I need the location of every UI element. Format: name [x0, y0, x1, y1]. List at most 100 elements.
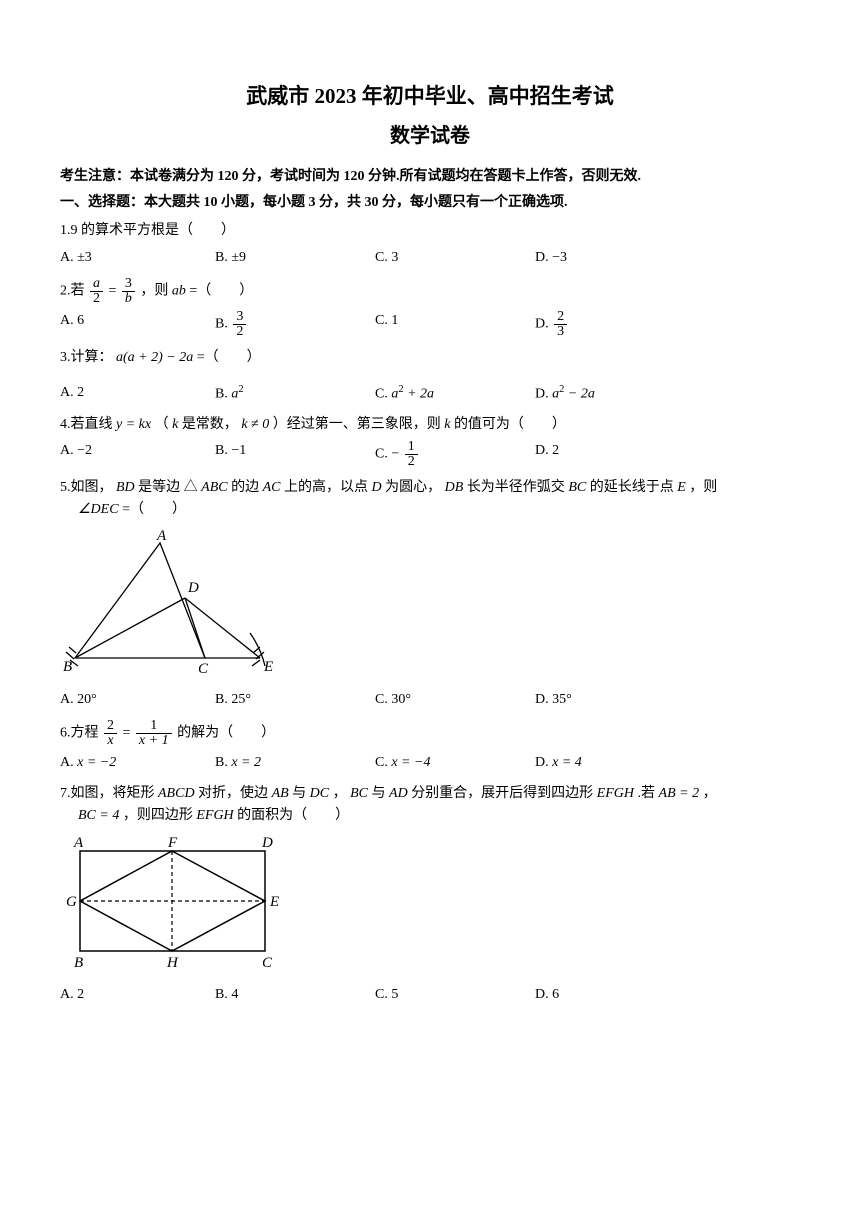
q3-b-sup: 2 [238, 384, 243, 395]
q5-bd: BD [116, 480, 135, 495]
q5-figure: A B C D E [60, 528, 280, 683]
q4-mid3: ）经过第一、第三象限，则 [273, 417, 445, 432]
q2-d-num: 2 [554, 310, 567, 325]
q6-prefix: 6.方程 [60, 726, 102, 741]
q4-cond: k ≠ 0 [241, 417, 269, 432]
q6-d-pre: D. [535, 755, 552, 770]
q4-k: k [172, 417, 178, 432]
exam-notice: 考生注意：本试卷满分为 120 分，考试时间为 120 分钟.所有试题均在答题卡… [60, 166, 800, 188]
q4-text: 4.若直线 y = kx （ k 是常数， k ≠ 0 ）经过第一、第三象限，则… [60, 414, 800, 436]
q7-t1: 对折，使边 [198, 786, 272, 801]
q5-db: DB [445, 480, 464, 495]
q4-mid2: 是常数， [182, 417, 238, 432]
q7-label-e: E [269, 894, 279, 910]
q7-text: 7.如图，将矩形 ABCD 对折，使边 AB 与 DC ， BC 与 AD 分别… [60, 783, 800, 828]
q6-lden: x [104, 734, 117, 748]
q7-label-h: H [166, 955, 179, 971]
q2-b-den: 2 [233, 325, 246, 339]
q7-t5: 分别重合，展开后得到四边形 [411, 786, 597, 801]
q3-opt-a: A. 2 [60, 382, 215, 406]
q2-rhs-num: 3 [122, 277, 135, 292]
q6-lnum: 2 [104, 719, 117, 734]
q2-eq-sign: = [109, 284, 120, 299]
q6-rfrac: 1 x + 1 [136, 719, 172, 748]
q5-ang: ∠DEC [78, 502, 119, 517]
q2-mid: ，则 [140, 284, 172, 299]
q7-options: A. 2 B. 4 C. 5 D. 6 [60, 984, 800, 1006]
q7-label-f: F [167, 835, 178, 851]
q4-prefix: 4.若直线 [60, 417, 116, 432]
q7-opt-b: B. 4 [215, 984, 375, 1006]
q5-d: D [372, 480, 382, 495]
q7-t2: 与 [292, 786, 310, 801]
q7-opt-d: D. 6 [535, 984, 559, 1006]
q7-l1-pre: 7.如图，将矩形 [60, 786, 158, 801]
q5-e: E [677, 480, 686, 495]
q2-lhs-den: 2 [90, 292, 103, 306]
q6-c-pre: C. [375, 755, 391, 770]
q3-expr: a(a + 2) − 2a [116, 350, 193, 365]
q3-c-pre: C. [375, 386, 391, 401]
q5-opt-b: B. 25° [215, 689, 375, 711]
q5-options: A. 20° B. 25° C. 30° D. 35° [60, 689, 800, 711]
q2-lhs-num: a [90, 277, 103, 292]
q1-opt-a: A. ±3 [60, 247, 215, 269]
q3-opt-b: B. a2 [215, 382, 375, 406]
q7-eq2: BC = 4 [78, 808, 119, 823]
q2-b-num: 3 [233, 310, 246, 325]
q5-opt-a: A. 20° [60, 689, 215, 711]
q7-ab: AB [272, 786, 289, 801]
q1-options: A. ±3 B. ±9 C. 3 D. −3 [60, 247, 800, 269]
q3-d-pre: D. [535, 386, 552, 401]
q7-abcd: ABCD [158, 786, 195, 801]
q3-b-pre: B. [215, 386, 231, 401]
q5-t4: 为圆心， [385, 480, 441, 495]
q2-opt-d: D. 2 3 [535, 310, 569, 339]
q7-efgh2: EFGH [196, 808, 233, 823]
q2-opt-b: B. 3 2 [215, 310, 375, 339]
q7-ad: AD [389, 786, 408, 801]
q3-opt-d: D. a2 − 2a [535, 382, 595, 406]
q2-opt-a: A. 6 [60, 310, 215, 339]
q4-c-num: 1 [405, 440, 418, 455]
q7-label-g: G [66, 894, 77, 910]
q5-opt-c: C. 30° [375, 689, 535, 711]
q3-c-e2: + 2a [404, 386, 434, 401]
q3-opt-c: C. a2 + 2a [375, 382, 535, 406]
q5-bc: BC [568, 480, 586, 495]
q7-figure: A F D G E B H C [60, 833, 285, 978]
q2-var: ab [172, 284, 186, 299]
q6-b-expr: x = 2 [231, 755, 261, 770]
q2-d-frac: 2 3 [554, 310, 567, 339]
q7-line2: BC = 4 ，则四边形 EFGH 的面积为（ ） [78, 808, 349, 823]
q4-opt-a: A. −2 [60, 440, 215, 469]
q4-k2: k [444, 417, 450, 432]
q2-d-den: 3 [554, 325, 567, 339]
q5-t6: 的延长线于点 [590, 480, 678, 495]
q3-prefix: 3.计算： [60, 350, 113, 365]
q6-b-pre: B. [215, 755, 231, 770]
q7-label-d: D [261, 835, 273, 851]
q2-text: 2.若 a 2 = 3 b ，则 ab =（ ） [60, 277, 800, 306]
q5-l1-pre: 5.如图， [60, 480, 113, 495]
q6-a-pre: A. [60, 755, 77, 770]
q1-opt-b: B. ±9 [215, 247, 375, 269]
q6-opt-b: B. x = 2 [215, 752, 375, 774]
q5-label-a: A [156, 528, 167, 544]
q5-ac: AC [263, 480, 281, 495]
q1-text: 1.9 的算术平方根是（ ） [60, 220, 800, 242]
q7-label-b: B [74, 955, 83, 971]
q7-t4: 与 [372, 786, 390, 801]
q2-lhs-frac: a 2 [90, 277, 103, 306]
q4-c-label: C. − [375, 447, 399, 462]
q7-l2-t1: ，则四边形 [123, 808, 197, 823]
q5-t2: 的边 [231, 480, 263, 495]
q7-t6: .若 [638, 786, 659, 801]
q6-d-expr: x = 4 [552, 755, 582, 770]
q1-opt-c: C. 3 [375, 247, 535, 269]
exam-title-line1: 武威市 2023 年初中毕业、高中招生考试 [60, 80, 800, 114]
q7-t3: ， [333, 786, 347, 801]
q5-label-e: E [263, 659, 273, 675]
q3-options: A. 2 B. a2 C. a2 + 2a D. a2 − 2a [60, 382, 800, 406]
q6-suffix: 的解为（ ） [177, 726, 275, 741]
